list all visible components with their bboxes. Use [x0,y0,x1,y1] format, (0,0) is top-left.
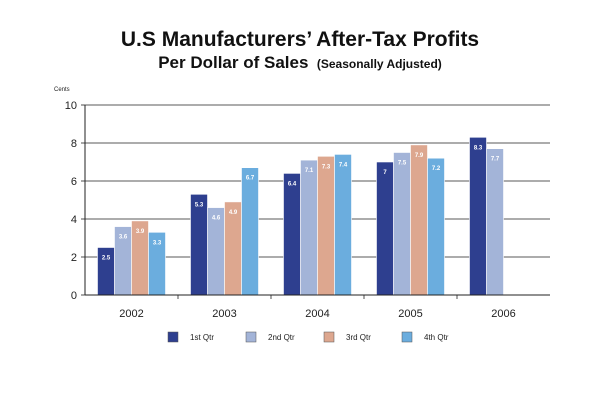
chart-subtitle-main: Per Dollar of Sales [158,53,308,72]
data-label: 7.2 [432,166,441,172]
data-label: 3.6 [119,235,128,241]
legend-label: 2nd Qtr [268,333,295,342]
data-label: 8.3 [474,145,483,151]
x-tick-label: 2002 [119,308,143,320]
y-tick-label: 8 [71,138,77,150]
legend-label: 3rd Qtr [346,333,371,342]
chart-title: U.S Manufacturers’ After-Tax Profits [121,28,479,51]
y-tick-label: 10 [65,100,77,112]
data-label: 4.9 [229,210,238,216]
bar [376,161,394,296]
data-label: 7 [383,170,387,176]
legend-swatch [401,331,413,343]
legend-swatch [323,331,335,343]
bar [410,144,428,296]
legend-swatch [167,331,179,343]
bar [241,167,259,296]
axes: 0 2 4 6 8 10 2002 2003 2004 2005 2006 [65,100,550,320]
x-tick-label: 2005 [398,308,422,320]
data-label: 7.3 [322,164,331,170]
data-label: 7.1 [305,168,314,174]
y-tick-label: 2 [71,252,77,264]
bar [334,154,352,296]
data-label: 3.9 [136,229,145,235]
x-tick-label: 2003 [212,308,236,320]
data-label: 6.7 [246,176,255,182]
bar [469,137,487,296]
legend-label: 4th Qtr [424,333,449,342]
legend-swatch [245,331,257,343]
chart-subtitle-note: (Seasonally Adjusted) [317,57,442,71]
data-label: 4.6 [212,216,221,222]
data-label: 3.3 [153,240,162,246]
x-tick-label: 2006 [491,308,515,320]
chart-subtitle: Per Dollar of Sales (Seasonally Adjusted… [158,53,442,72]
bar [300,159,318,296]
bar [190,194,208,296]
data-label: 5.3 [195,202,204,208]
y-tick-label: 6 [71,176,77,188]
data-label: 7.4 [339,162,348,168]
data-label: 7.9 [415,153,424,159]
y-tick-label: 4 [71,214,77,226]
x-tick-label: 2004 [305,308,329,320]
bar [486,148,504,296]
data-label: 6.4 [288,181,297,187]
data-label: 7.7 [491,157,500,163]
bars: 2.5 3.6 3.9 3.3 5.3 4.6 4.9 6.7 6.4 7.1 7.3 7.4 7 7.5… [97,137,504,296]
bar [393,152,411,296]
data-label: 7.5 [398,161,407,167]
legend-label: 1st Qtr [190,333,214,342]
bar [427,157,445,296]
bar [283,173,301,296]
bar [317,156,335,296]
legend: 1st Qtr 2nd Qtr 3rd Qtr 4th Qtr [167,331,449,343]
y-tick-label: 0 [71,290,77,302]
y-axis-label: Cents [54,87,70,93]
data-label: 2.5 [102,256,111,262]
